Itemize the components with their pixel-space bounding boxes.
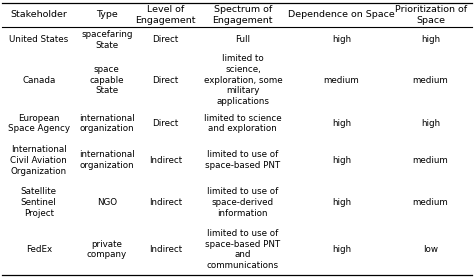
Text: high: high [332,119,351,128]
Text: International
Civil Aviation
Organization: International Civil Aviation Organizatio… [10,145,67,176]
Text: medium: medium [324,76,359,85]
Text: limited to use of
space-based PNT: limited to use of space-based PNT [205,150,281,170]
Text: spacefaring
State: spacefaring State [81,30,133,50]
Text: European
Space Agency: European Space Agency [8,114,70,133]
Text: Indirect: Indirect [149,156,182,165]
Text: Level of
Engagement: Level of Engagement [135,5,196,24]
Text: medium: medium [413,76,448,85]
Text: high: high [421,119,440,128]
Text: high: high [421,35,440,44]
Text: Direct: Direct [152,76,179,85]
Text: Direct: Direct [152,35,179,44]
Text: high: high [332,156,351,165]
Text: low: low [423,245,438,254]
Text: limited to
science,
exploration, some
military
applications: limited to science, exploration, some mi… [203,54,282,106]
Text: space
capable
State: space capable State [90,65,124,95]
Text: Prioritization of
Space: Prioritization of Space [394,5,466,24]
Text: Type: Type [96,10,118,19]
Text: United States: United States [9,35,68,44]
Text: Indirect: Indirect [149,198,182,207]
Text: private
company: private company [87,240,127,259]
Text: medium: medium [413,156,448,165]
Text: Satellite
Sentinel
Project: Satellite Sentinel Project [21,187,57,218]
Text: high: high [332,198,351,207]
Text: limited to use of
space-based PNT
and
communications: limited to use of space-based PNT and co… [205,229,281,270]
Text: limited to science
and exploration: limited to science and exploration [204,114,282,133]
Text: Canada: Canada [22,76,55,85]
Text: medium: medium [413,198,448,207]
Text: Dependence on Space: Dependence on Space [288,10,395,19]
Text: Indirect: Indirect [149,245,182,254]
Text: Stakeholder: Stakeholder [10,10,67,19]
Text: international
organization: international organization [79,150,135,170]
Text: high: high [332,35,351,44]
Text: international
organization: international organization [79,114,135,133]
Text: Direct: Direct [152,119,179,128]
Text: Spectrum of
Engagement: Spectrum of Engagement [213,5,273,24]
Text: Full: Full [236,35,250,44]
Text: FedEx: FedEx [26,245,52,254]
Text: NGO: NGO [97,198,117,207]
Text: high: high [332,245,351,254]
Text: limited to use of
space-derived
information: limited to use of space-derived informat… [207,187,279,218]
